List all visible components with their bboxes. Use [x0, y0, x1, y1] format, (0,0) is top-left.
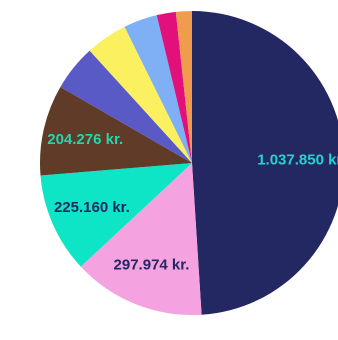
pie-slice-6[interactable]	[89, 26, 192, 164]
pie-slice-4[interactable]	[39, 86, 192, 176]
pie-slice-label-3: 225.160 kr.	[54, 199, 130, 216]
pie-slices	[39, 11, 338, 316]
pie-slice-8[interactable]	[156, 11, 192, 164]
pie-slice-3[interactable]	[40, 163, 193, 267]
pie-slice-5[interactable]	[60, 50, 193, 163]
pie-slice-7[interactable]	[124, 15, 192, 164]
pie-slice-label-4: 204.276 kr.	[47, 131, 123, 148]
pie-slice-label-2: 297.974 kr.	[114, 257, 190, 274]
pie-slice-1[interactable]	[192, 11, 338, 315]
pie-slice-2[interactable]	[80, 163, 202, 316]
pie-slice-9[interactable]	[175, 11, 192, 163]
pie-labels: 1.037.850 kr. 297.974 kr. 225.160 kr. 204.2…	[47, 131, 338, 274]
pie-slice-label-1: 1.037.850 kr.	[257, 152, 338, 169]
